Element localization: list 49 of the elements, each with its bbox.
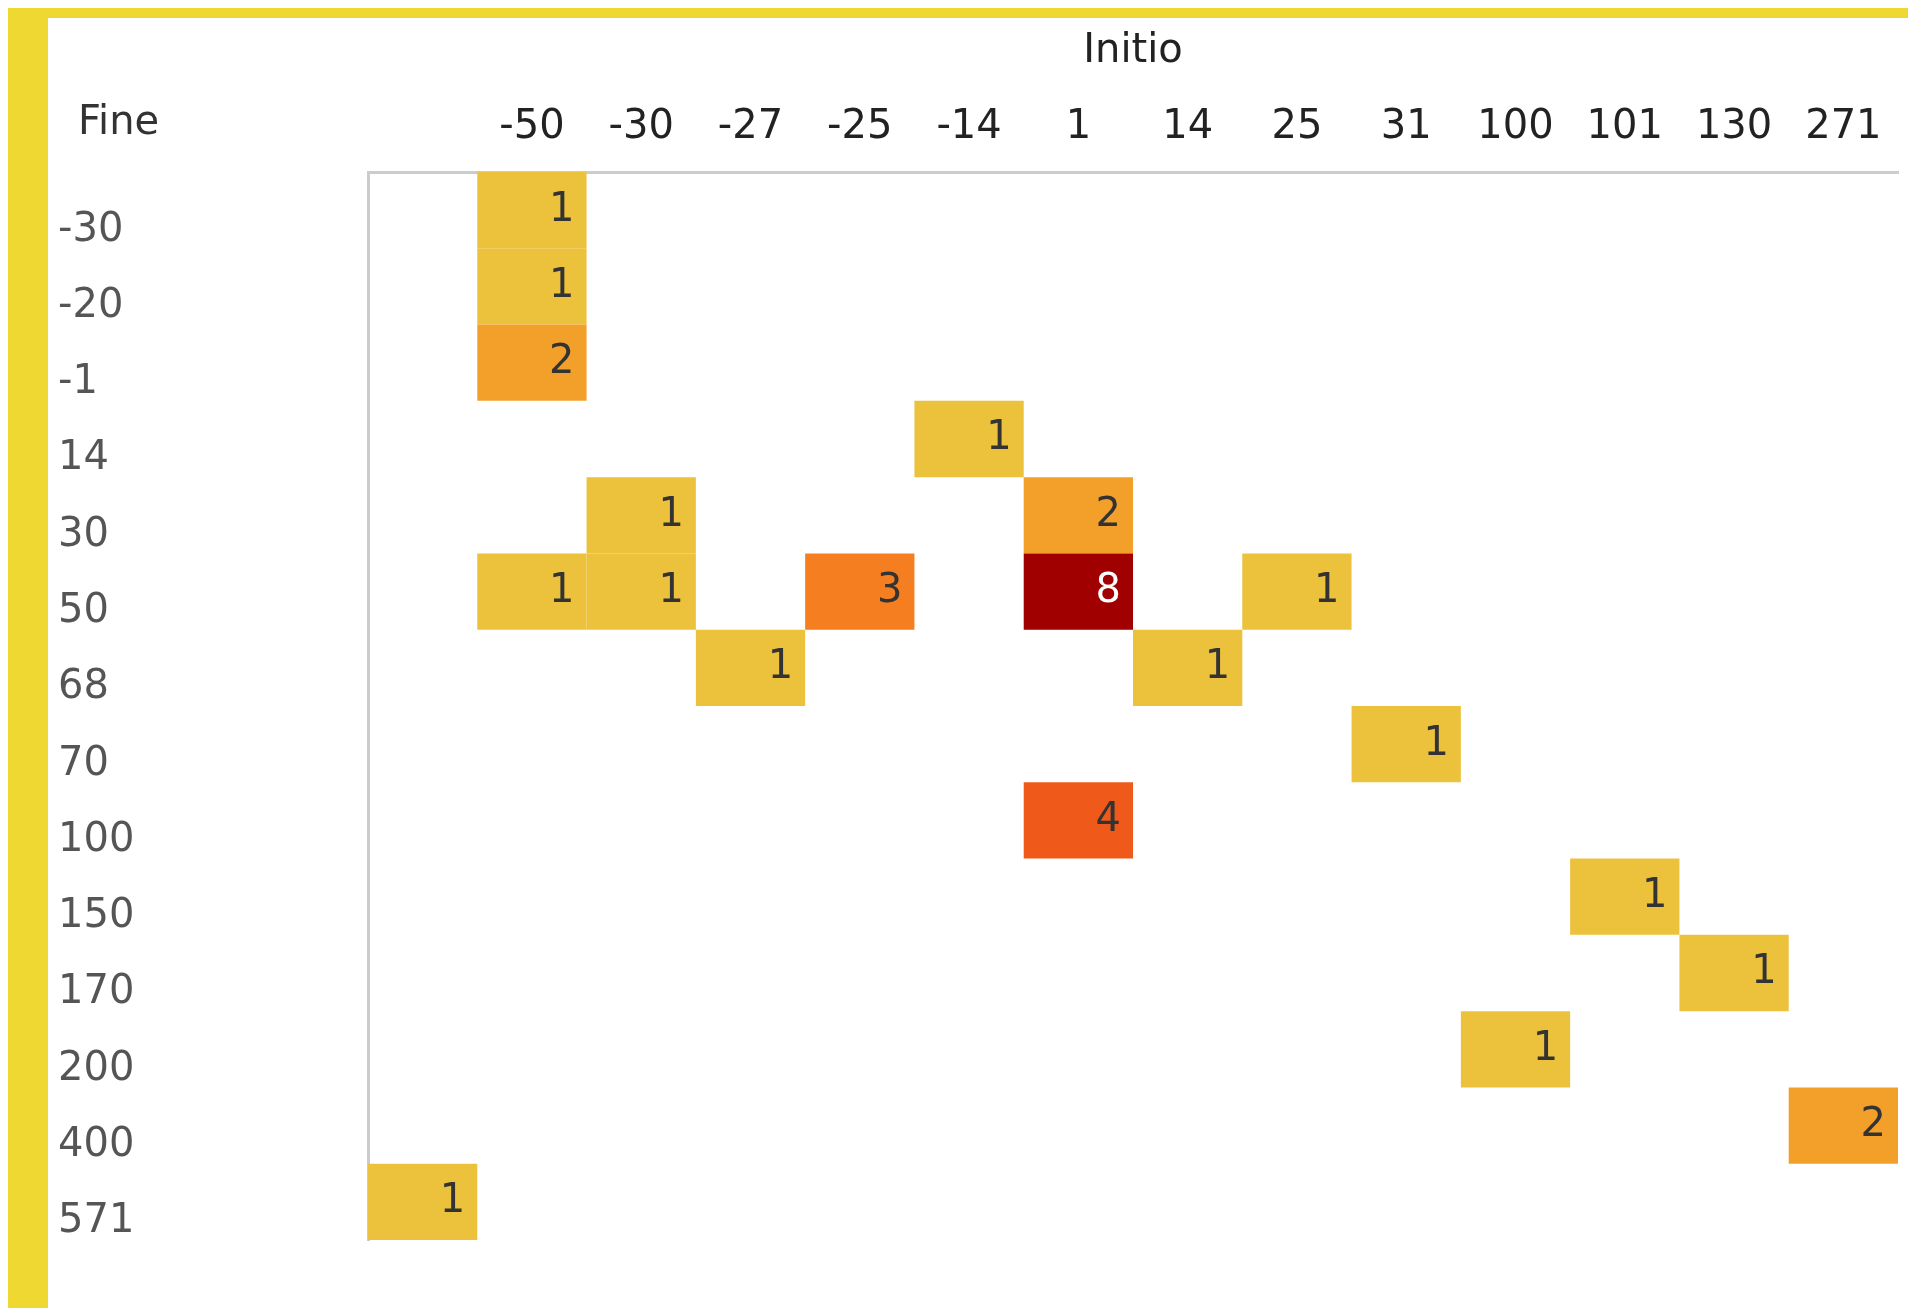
y-tick-label: 200 xyxy=(58,1042,135,1089)
x-tick-label: 1 xyxy=(1065,101,1092,148)
x-tick-label: 100 xyxy=(1477,101,1554,148)
data-label: 1 xyxy=(1751,946,1777,993)
data-label: 2 xyxy=(549,336,575,383)
x-tick-label: -14 xyxy=(936,101,1002,148)
y-tick-label: 30 xyxy=(58,508,109,555)
data-label: 1 xyxy=(1532,1022,1559,1069)
x-tick-label: 130 xyxy=(1695,101,1773,148)
y-tick-label: 70 xyxy=(58,737,109,784)
y-tick-label: 68 xyxy=(58,661,109,708)
data-label: 1 xyxy=(658,564,684,611)
x-tick-label: -27 xyxy=(717,101,784,148)
data-label: 1 xyxy=(767,641,794,688)
data-label: 2 xyxy=(1860,1098,1886,1145)
data-label: 1 xyxy=(549,183,575,230)
y-tick-label: 150 xyxy=(58,890,135,937)
data-label: 3 xyxy=(876,564,903,611)
y-axis-title: Fine xyxy=(78,97,160,144)
data-label: 1 xyxy=(1204,641,1231,688)
y-tick-label: 14 xyxy=(58,432,109,479)
data-label: 1 xyxy=(658,488,684,535)
y-tick-label: -20 xyxy=(58,279,124,326)
data-label: 1 xyxy=(1641,870,1668,917)
data-label: 4 xyxy=(1095,793,1121,840)
data-label: 1 xyxy=(986,412,1012,459)
x-tick-label: 271 xyxy=(1805,101,1882,148)
data-label: 8 xyxy=(1095,564,1121,611)
data-label: 2 xyxy=(1095,488,1121,535)
x-tick-label: 101 xyxy=(1586,101,1663,148)
data-label: 1 xyxy=(439,1175,466,1222)
y-tick-label: 400 xyxy=(58,1118,135,1165)
y-tick-label: -30 xyxy=(58,203,124,250)
data-label: 1 xyxy=(549,259,575,306)
y-tick-label: -1 xyxy=(58,356,98,403)
y-tick-label: 100 xyxy=(58,813,135,860)
data-label: 1 xyxy=(549,564,575,611)
x-tick-label: -30 xyxy=(608,101,674,148)
x-tick-label: 14 xyxy=(1162,101,1214,148)
x-tick-label: 25 xyxy=(1271,101,1323,148)
data-label: 1 xyxy=(1423,717,1449,764)
x-tick-label: -50 xyxy=(499,101,565,148)
x-axis-title: Initio xyxy=(1083,25,1183,72)
y-tick-label: 170 xyxy=(58,966,135,1013)
x-tick-label: -25 xyxy=(827,101,893,148)
y-tick-label: 50 xyxy=(58,584,109,631)
data-label: 1 xyxy=(1314,564,1340,611)
y-tick-label: 571 xyxy=(58,1195,135,1242)
x-tick-label: 31 xyxy=(1380,101,1432,148)
